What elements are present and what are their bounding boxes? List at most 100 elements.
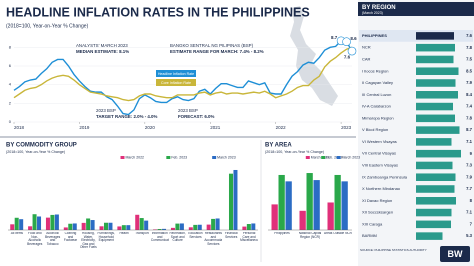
bar (228, 173, 233, 230)
chart-subtitle: (2018=100, Year-on-Year % Change) (6, 23, 89, 29)
bar (306, 173, 313, 230)
x-tick-label: Furnishings, Household Equipment (97, 232, 115, 243)
bar (416, 102, 453, 111)
x-tick-label: 2021 (210, 125, 221, 130)
x-tick-label: Housing, Water, Electricity, Gas and Oth… (80, 232, 97, 250)
bar (144, 220, 149, 230)
bar (341, 181, 348, 230)
x-tick-label-box: Education Services (188, 232, 202, 238)
bar (416, 126, 460, 134)
x-tick-label: Financial Services (224, 232, 238, 239)
x-tick-label: National Capital Region (NCR) (298, 232, 322, 239)
bar (251, 223, 256, 230)
bar (416, 32, 454, 40)
bar (99, 226, 104, 230)
annotation: ESTIMATE RANGE FOR MARCH: 7.4% - 8.2% (170, 49, 264, 54)
annotation: BANGKO SENTRAL NG PILIPINAS (BSP) (170, 43, 254, 48)
value-label: 7.8 (466, 115, 472, 120)
value-label: 7.9 (466, 174, 472, 179)
point-marker (342, 37, 351, 47)
bar (299, 210, 306, 230)
x-tick-label: All Items (10, 232, 24, 235)
bar (63, 227, 68, 230)
legend-label: March 2022 (311, 156, 330, 160)
series-line (13, 40, 353, 116)
bar (162, 228, 167, 230)
bar (28, 226, 33, 230)
legend-swatch (321, 156, 326, 159)
y-tick-label: XIII Caraga (362, 221, 383, 226)
legend-swatch (336, 156, 341, 159)
chart-title: HEADLINE INFLATION RATES IN THE PHILIPPI… (6, 5, 310, 19)
point-marker (347, 46, 357, 56)
bar (416, 161, 453, 170)
legend-swatch (166, 156, 171, 159)
x-tick-label: 2018 (14, 125, 25, 130)
bar (19, 219, 24, 230)
bar (416, 208, 452, 217)
bar (211, 218, 216, 230)
bar (37, 216, 42, 230)
bar (327, 202, 334, 230)
title-bar (358, 2, 474, 16)
y-tick-label: CAR (362, 57, 371, 62)
bar (416, 43, 455, 52)
value-label: 8 (470, 198, 473, 203)
x-tick-label: Clothing and Footwear (63, 232, 78, 243)
bar (32, 214, 37, 230)
bar (188, 227, 193, 230)
x-tick-label-box: Areas Outside NCR (324, 232, 352, 235)
x-tick-label: 2022 (276, 125, 287, 130)
y-tick-label: VI Western Visayas (362, 139, 397, 144)
value-label: 5.3 (466, 233, 472, 238)
legend-swatch (212, 156, 217, 159)
bar (313, 180, 320, 230)
x-tick-label: Food and Non-Alcoholic Beverages (27, 232, 43, 246)
bar (206, 224, 211, 230)
bar (271, 204, 278, 230)
legend-label: Feb. 2023 (326, 156, 342, 160)
x-tick-label: Philippines (274, 232, 290, 235)
section-title: BY REGION (362, 5, 396, 11)
value-label: 7.8 (466, 45, 472, 50)
legend-label: Core Inflation Rate (161, 81, 191, 85)
value-label: 7.1 (466, 210, 472, 215)
bar (86, 218, 91, 230)
x-tick-label: 2020 (145, 125, 156, 130)
value-label: 8.5 (466, 68, 472, 73)
y-tick-label: 2 (9, 100, 12, 105)
bar (135, 214, 140, 230)
y-tick-label: IX Zamboanga Peninsula (362, 174, 408, 179)
bar (416, 232, 443, 240)
x-tick-label: Recreation, Sport and Culture (169, 232, 186, 243)
legend-label: March 2023 (342, 156, 361, 160)
x-tick-label: 2019 (79, 125, 90, 130)
bar (50, 214, 55, 230)
bar (246, 224, 251, 230)
x-tick-label-box: Clothing and Footwear (63, 232, 78, 243)
bar (193, 224, 198, 230)
x-tick-label: Health (119, 232, 129, 235)
x-tick-label-box: Restaurants and Accommodation Services (204, 232, 223, 246)
x-tick-label: Restaurants and Accommodation Services (204, 232, 223, 246)
y-tick-label: III Central Luzon (362, 92, 391, 97)
annotation: MEDIAN ESTIMATE: 8.1% (76, 49, 129, 54)
bar (10, 224, 15, 230)
bar (242, 226, 247, 230)
x-tick-label-box: Information and Communication (151, 232, 169, 242)
x-tick-label-box: Food and Non-Alcoholic Beverages (27, 232, 43, 246)
bar (108, 222, 113, 230)
bar (197, 224, 202, 230)
x-tick-label-box: Housing, Water, Electricity, Gas and Oth… (80, 232, 97, 250)
section-subtitle: (2018=100, Year-on-Year % Change) (6, 150, 65, 154)
bar (45, 217, 50, 230)
x-tick-label: Transport (135, 232, 149, 235)
section-title: BY COMMODITY GROUP (6, 143, 77, 149)
y-tick-label: IV-A Calabarzon (362, 104, 391, 109)
y-tick-label: PHILIPPINES (362, 33, 387, 38)
x-tick-label: Personal Care and Miscellaneous (240, 232, 258, 243)
section-subtitle: (2018=100, Year-on-Year % Change) (265, 150, 324, 154)
bar (54, 214, 59, 230)
series-line (13, 46, 353, 102)
bar (416, 67, 459, 75)
